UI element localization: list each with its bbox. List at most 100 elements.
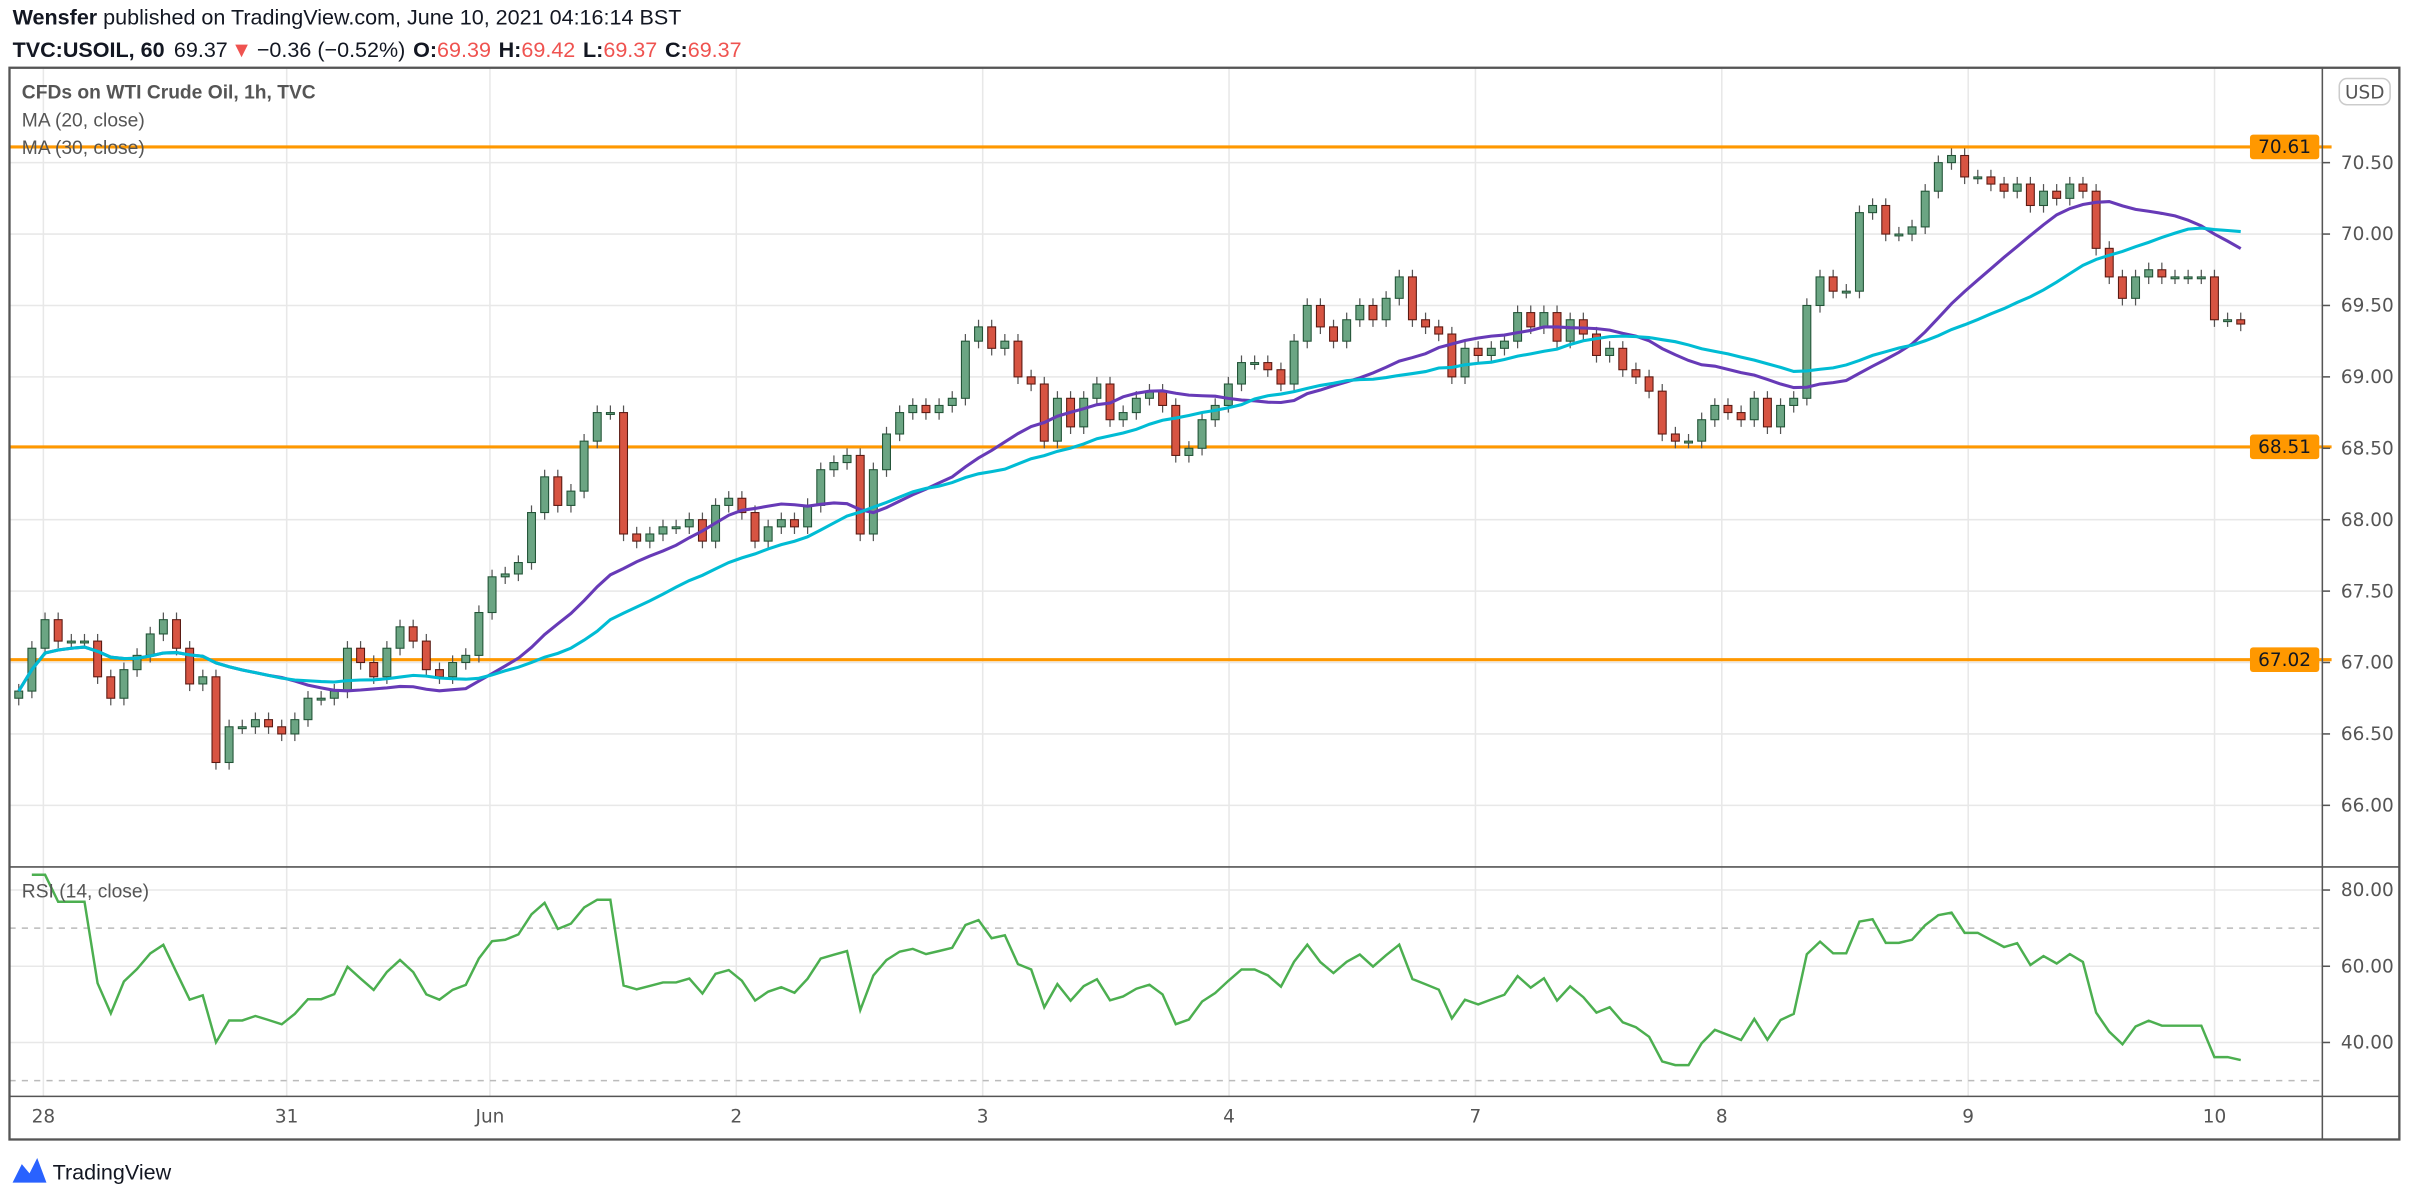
legend-rsi[interactable]: RSI (14, close) <box>22 882 149 903</box>
time-tick-label: 31 <box>275 1107 299 1128</box>
candle-up <box>237 726 247 730</box>
candle-down <box>211 676 221 764</box>
candle-down <box>1999 183 2009 192</box>
candle-up <box>1131 397 1141 414</box>
candle-down <box>434 669 444 678</box>
candle-up <box>1237 362 1246 385</box>
candle-up <box>1210 404 1220 421</box>
candle-down <box>855 454 865 535</box>
candle-up <box>1355 304 1365 321</box>
candle-up <box>303 697 313 721</box>
candle-up <box>132 654 142 671</box>
candle-down <box>277 726 287 735</box>
candle-up <box>1868 204 1878 214</box>
candle-up <box>895 412 905 435</box>
candle-up <box>803 504 813 528</box>
time-tick-label: 9 <box>1962 1107 1974 1128</box>
candles <box>14 148 2246 770</box>
price-label-value: 68.51 <box>2258 437 2311 458</box>
candle-up <box>224 726 234 764</box>
candle-up <box>40 619 50 649</box>
candle-down <box>2157 269 2167 278</box>
candle-up <box>1946 154 1956 164</box>
price-axis[interactable]: 70.50 70.00 69.50 69.00 68.50 68.00 67.50 67.00… <box>2322 153 2394 1054</box>
high-value: 69.42 <box>521 37 575 62</box>
time-tick-label: 3 <box>977 1107 989 1128</box>
candle-down <box>2104 247 2114 278</box>
candle-up <box>1197 419 1207 449</box>
currency-button[interactable]: USD <box>2338 77 2391 106</box>
candle-up <box>1684 440 1694 444</box>
candle-up <box>474 611 484 656</box>
candle-up <box>566 490 576 506</box>
candle-up <box>1854 212 1864 292</box>
tradingview-logo-icon <box>12 1157 47 1183</box>
close-value: 69.37 <box>688 37 742 62</box>
tradingview-logo[interactable]: TradingView <box>12 1157 172 1185</box>
rsi-tick-label: 40.00 <box>2341 1033 2394 1054</box>
candle-up <box>1118 412 1128 421</box>
price-tick-label: 68.50 <box>2341 438 2394 459</box>
candle-down <box>1631 369 1641 378</box>
candle-down <box>1657 390 1667 435</box>
price-tick-label: 69.00 <box>2341 367 2394 388</box>
price-label-value: 70.61 <box>2258 137 2311 158</box>
price-tick-label: 66.00 <box>2341 795 2394 816</box>
author[interactable]: Wensfer <box>13 5 98 30</box>
price-tick-label: 70.50 <box>2341 153 2394 174</box>
ma30-line <box>17 226 2241 692</box>
candle-up <box>2183 276 2193 280</box>
candle-up <box>1302 304 1312 342</box>
candle-up <box>1000 340 1010 349</box>
candle-down <box>1276 369 1286 385</box>
candle-down <box>553 476 563 506</box>
candle-up <box>1749 397 1759 421</box>
candle-down <box>1473 347 1483 356</box>
close-label: C: <box>665 37 688 62</box>
legend-ma30[interactable]: MA (30, close) <box>22 138 145 159</box>
rsi-line <box>31 873 2242 1067</box>
candle-up <box>1973 176 1983 180</box>
candle-up <box>1789 397 1799 406</box>
grid <box>9 67 2323 1097</box>
time-axis[interactable]: 28 31 Jun 2 3 4 7 8 9 10 <box>32 1107 2227 1128</box>
candle-up <box>158 619 168 635</box>
candle-down <box>2209 276 2219 321</box>
candle-down <box>1762 397 1772 428</box>
candle-down <box>53 619 63 642</box>
candle-up <box>934 404 944 414</box>
candle-up <box>290 719 300 735</box>
candle-down <box>1881 204 1891 235</box>
candle-down <box>2091 190 2101 249</box>
candle-down <box>1828 276 1838 292</box>
candle-up <box>2012 183 2022 192</box>
candle-up <box>1052 397 1062 442</box>
candle-up <box>1184 447 1194 456</box>
candle-up <box>1499 340 1509 349</box>
legend-ma20[interactable]: MA (20, close) <box>22 110 145 131</box>
candle-up <box>395 626 405 649</box>
candle-down <box>1960 154 1970 178</box>
candle-down <box>619 412 629 535</box>
candle-up <box>671 526 681 530</box>
time-tick-label: Jun <box>475 1107 505 1128</box>
candle-down <box>1447 333 1457 378</box>
candle-up <box>1815 276 1825 307</box>
price-tick-label: 68.00 <box>2341 510 2394 531</box>
candle-down <box>1171 404 1181 456</box>
candle-down <box>1329 326 1339 342</box>
open-value: 69.39 <box>437 37 491 62</box>
price-label-badge <box>2249 434 2320 460</box>
candle-down <box>737 497 747 514</box>
rsi-tick-label: 80.00 <box>2341 880 2394 901</box>
candle-down <box>750 512 760 542</box>
brand-name: TradingView <box>53 1160 172 1185</box>
candle-down <box>1644 376 1654 392</box>
candle-down <box>2078 183 2088 192</box>
candle-up <box>763 526 773 542</box>
low-value: 69.37 <box>603 37 657 62</box>
candle-down <box>921 404 931 414</box>
candle-up <box>79 640 89 644</box>
moving-averages <box>17 200 2242 693</box>
